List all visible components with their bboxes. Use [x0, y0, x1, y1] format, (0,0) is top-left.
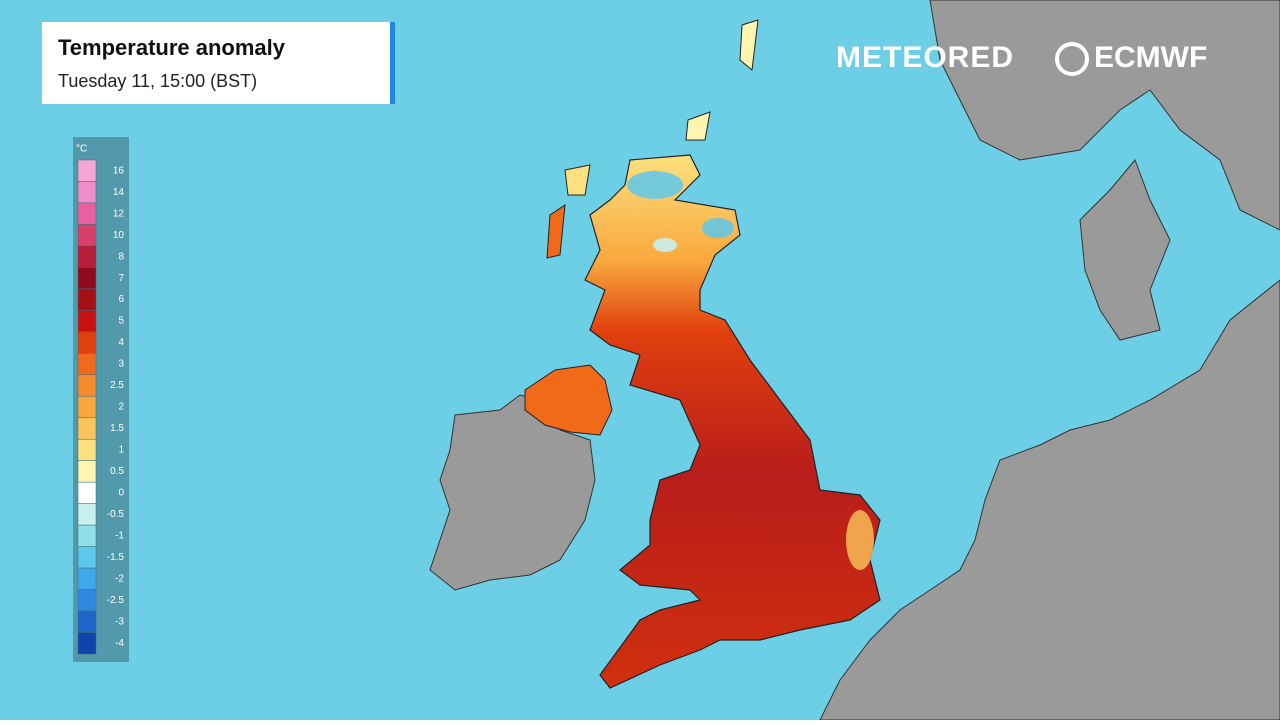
land-hebrides [564, 164, 591, 196]
legend-swatch [77, 310, 97, 333]
legend-label: 8 [118, 251, 124, 262]
legend-swatch [77, 460, 97, 483]
land-great-britain [584, 154, 881, 689]
legend-swatch [77, 353, 97, 376]
legend-label: 2.5 [110, 380, 124, 391]
legend-label: 1 [118, 445, 124, 456]
legend-label: -2.5 [107, 595, 125, 606]
legend-swatch [77, 481, 97, 504]
legend-swatch [77, 438, 97, 461]
legend-label: 0.5 [110, 466, 124, 477]
land-continent [819, 279, 1280, 721]
land-scandinavia [929, 0, 1280, 231]
legend-swatch [77, 632, 97, 655]
legend-swatch [77, 589, 97, 612]
legend-label: 4 [118, 337, 124, 348]
legend-label: 14 [113, 187, 125, 198]
legend-unit: °C [76, 144, 87, 155]
legend-swatch [77, 245, 97, 268]
legend-swatch [77, 374, 97, 397]
legend-label: 2 [118, 402, 124, 413]
land-orkney [685, 111, 711, 141]
legend-label: -0.5 [107, 509, 125, 520]
anomaly-cool-area [702, 218, 734, 238]
anomaly-warm-area [846, 510, 874, 570]
legend-label: -3 [115, 616, 124, 627]
legend-swatch [77, 546, 97, 569]
legend-swatch [77, 224, 97, 247]
partner-logo-icon [1055, 42, 1089, 76]
legend-swatch [77, 417, 97, 440]
legend-label: 0 [118, 488, 124, 499]
legend-label: 5 [118, 316, 124, 327]
brand-logo: METEORED [836, 41, 1014, 74]
legend-swatch [77, 567, 97, 590]
legend-label: -1.5 [107, 552, 125, 563]
anomaly-cool-area [653, 238, 677, 252]
land-denmark [1079, 159, 1171, 341]
legend-label: 3 [118, 359, 124, 370]
legend-label: 7 [118, 273, 124, 284]
anomaly-cool-area [627, 171, 683, 199]
legend-label: 16 [113, 165, 125, 176]
land-northern-ireland [524, 364, 613, 436]
legend-swatch [77, 181, 97, 204]
legend-label: 6 [118, 294, 124, 305]
legend-label: 12 [113, 208, 125, 219]
legend-swatch [77, 524, 97, 547]
legend-swatch [77, 202, 97, 225]
partner-logo: ECMWF [1094, 41, 1207, 74]
legend-label: -1 [115, 531, 124, 542]
legend-swatch [77, 396, 97, 418]
legend-label: -4 [115, 638, 124, 649]
legend-label: 10 [113, 230, 125, 241]
legend-label: 1.5 [110, 423, 124, 434]
legend-swatch [77, 159, 97, 182]
legend-label: -2 [115, 573, 124, 584]
legend-swatch [77, 331, 97, 354]
legend: 16 14 12 10 8 7 6 5 4 3 2.5 2 1.5 1 0.5 0 -0.5 -1 -1.5 -2 -2… [77, 159, 125, 655]
title-box [42, 22, 390, 104]
title-accent [390, 22, 395, 104]
legend-swatch [77, 503, 97, 526]
legend-swatch [77, 267, 97, 290]
legend-swatch [77, 288, 97, 311]
legend-swatch [77, 610, 97, 633]
land-shetland [739, 19, 759, 71]
land-hebrides [546, 203, 566, 259]
title: Temperature anomaly [58, 35, 286, 60]
subtitle: Tuesday 11, 15:00 (BST) [58, 71, 257, 91]
